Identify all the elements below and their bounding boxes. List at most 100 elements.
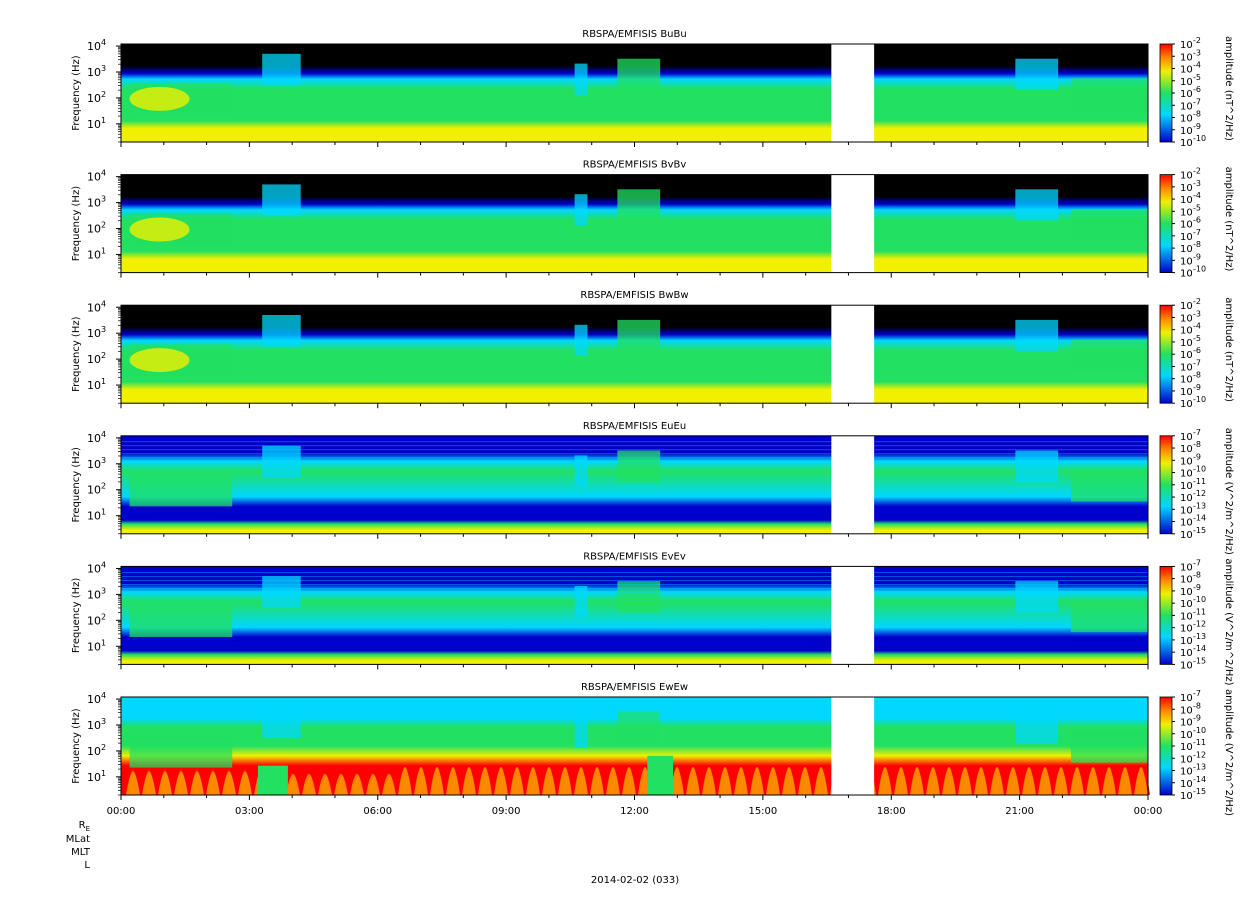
colorbar-tick-exponent: -5: [1193, 334, 1201, 343]
y-axis-label: Frequency (Hz): [71, 316, 82, 392]
colorbar-tick-exponent: -3: [1193, 48, 1201, 57]
data-gap: [831, 434, 875, 535]
y-tick-label: 10: [87, 353, 101, 366]
colorbar-tick-label: 10: [1180, 562, 1193, 573]
y-tick-exponent: 4: [101, 560, 106, 569]
colorbar-tick-label: 10: [1180, 648, 1193, 659]
emission-arch: [204, 769, 222, 796]
colorbar-tick-exponent: -12: [1193, 750, 1206, 759]
data-gap: [831, 43, 875, 143]
colorbar-tick-label: 10: [1180, 611, 1193, 622]
emission-arch: [348, 772, 366, 796]
colorbar-tick-exponent: -15: [1193, 526, 1206, 535]
y-tick-exponent: 2: [101, 612, 106, 621]
emission-arch: [620, 765, 638, 796]
colorbar-tick-exponent: -12: [1193, 489, 1206, 498]
emission-arch: [1052, 765, 1070, 796]
colorbar-tick-label: 10: [1180, 338, 1193, 349]
colorbar-tick-exponent: -3: [1193, 309, 1201, 318]
colorbar-tick-label: 10: [1180, 350, 1193, 361]
emission-arch: [412, 765, 430, 796]
emission-arch: [748, 765, 766, 796]
data-gap: [831, 696, 875, 796]
emission-arch: [220, 769, 238, 796]
colorbar-tick-label: 10: [1180, 89, 1193, 100]
colorbar-tick-label: 10: [1180, 375, 1193, 386]
y-tick-label: 10: [87, 301, 101, 314]
ephem-label-mlat: MLat: [65, 834, 90, 845]
colorbar-label: amplitude (nT^2/Hz): [1223, 167, 1234, 272]
colorbar-tick-exponent: -10: [1193, 595, 1206, 604]
colorbar-tick-label: 10: [1180, 220, 1193, 231]
colorbar-tick-exponent: -9: [1193, 583, 1201, 592]
y-tick-exponent: 4: [101, 299, 106, 308]
colorbar-tick-label: 10: [1180, 52, 1193, 63]
y-tick-exponent: 2: [101, 482, 106, 491]
colorbar-tick-label: 10: [1180, 624, 1193, 635]
colorbar-tick-label: 10: [1180, 126, 1193, 137]
y-tick-label: 10: [87, 693, 101, 706]
colorbar-tick-exponent: -6: [1193, 85, 1201, 94]
colorbar-tick-exponent: -2: [1193, 36, 1201, 45]
y-tick-label: 10: [87, 66, 101, 79]
y-tick-exponent: 2: [101, 743, 106, 752]
colorbar-tick-exponent: -7: [1193, 97, 1201, 106]
emission-patch: [574, 455, 588, 487]
y-tick-label: 10: [87, 640, 101, 653]
colorbar-tick-exponent: -2: [1193, 297, 1201, 306]
colorbar-tick-exponent: -15: [1193, 656, 1206, 665]
colorbar-tick-exponent: -5: [1193, 203, 1201, 212]
ephem-label-re: RE: [78, 820, 90, 833]
colorbar-tick-exponent: -12: [1193, 620, 1206, 629]
colorbar-tick-label: 10: [1180, 730, 1193, 741]
emission-arch: [988, 765, 1006, 796]
emission-arch: [1020, 765, 1038, 796]
y-tick-exponent: 4: [101, 38, 106, 47]
colorbar-tick-label: 10: [1180, 362, 1193, 373]
colorbar-tick-label: 10: [1180, 65, 1193, 76]
emission-arch: [588, 765, 606, 796]
colorbar-label: amplitude (V^2/m^2/Hz): [1223, 558, 1234, 685]
y-tick-label: 10: [87, 458, 101, 471]
colorbar-tick-exponent: -8: [1193, 371, 1201, 380]
colorbar-tick-label: 10: [1180, 587, 1193, 598]
emission-patch: [617, 450, 661, 482]
emission-arch: [444, 765, 462, 796]
colorbar-tick-exponent: -2: [1193, 167, 1201, 176]
emission-arch: [940, 765, 958, 796]
colorbar-tick-label: 10: [1180, 301, 1193, 312]
emission-patch: [262, 576, 301, 608]
x-tick-label: 18:00: [877, 806, 906, 817]
data-gap: [831, 304, 875, 405]
y-tick-label: 10: [87, 562, 101, 575]
y-axis-label: Frequency (Hz): [71, 186, 82, 262]
x-tick-label: 03:00: [235, 806, 264, 817]
colorbar-tick-exponent: -4: [1193, 61, 1201, 70]
colorbar-tick-label: 10: [1180, 742, 1193, 753]
emission-patch: [574, 586, 588, 618]
colorbar-tick-exponent: -7: [1193, 689, 1201, 698]
colorbar-tick-label: 10: [1180, 326, 1193, 337]
emission-patch: [1015, 581, 1059, 613]
emission-patch: [574, 63, 588, 95]
y-tick-label: 10: [87, 171, 101, 184]
y-tick-exponent: 1: [101, 377, 106, 386]
emission-patch: [129, 475, 233, 507]
colorbar-tick-label: 10: [1180, 195, 1193, 206]
emission-arch: [1116, 765, 1134, 796]
colorbar-tick-label: 10: [1180, 232, 1193, 243]
emission-arch: [684, 765, 702, 796]
emission-arch: [780, 765, 798, 796]
emission-arch: [524, 765, 542, 796]
colorbar-tick-exponent: -4: [1193, 191, 1201, 200]
y-tick-exponent: 2: [101, 221, 106, 230]
emission-arch: [1132, 765, 1150, 796]
y-tick-exponent: 4: [101, 169, 106, 178]
colorbar-tick-exponent: -14: [1193, 514, 1206, 523]
emission-patch: [574, 194, 588, 226]
colorbar-tick-label: 10: [1180, 791, 1193, 802]
emission-arch: [1068, 765, 1086, 796]
